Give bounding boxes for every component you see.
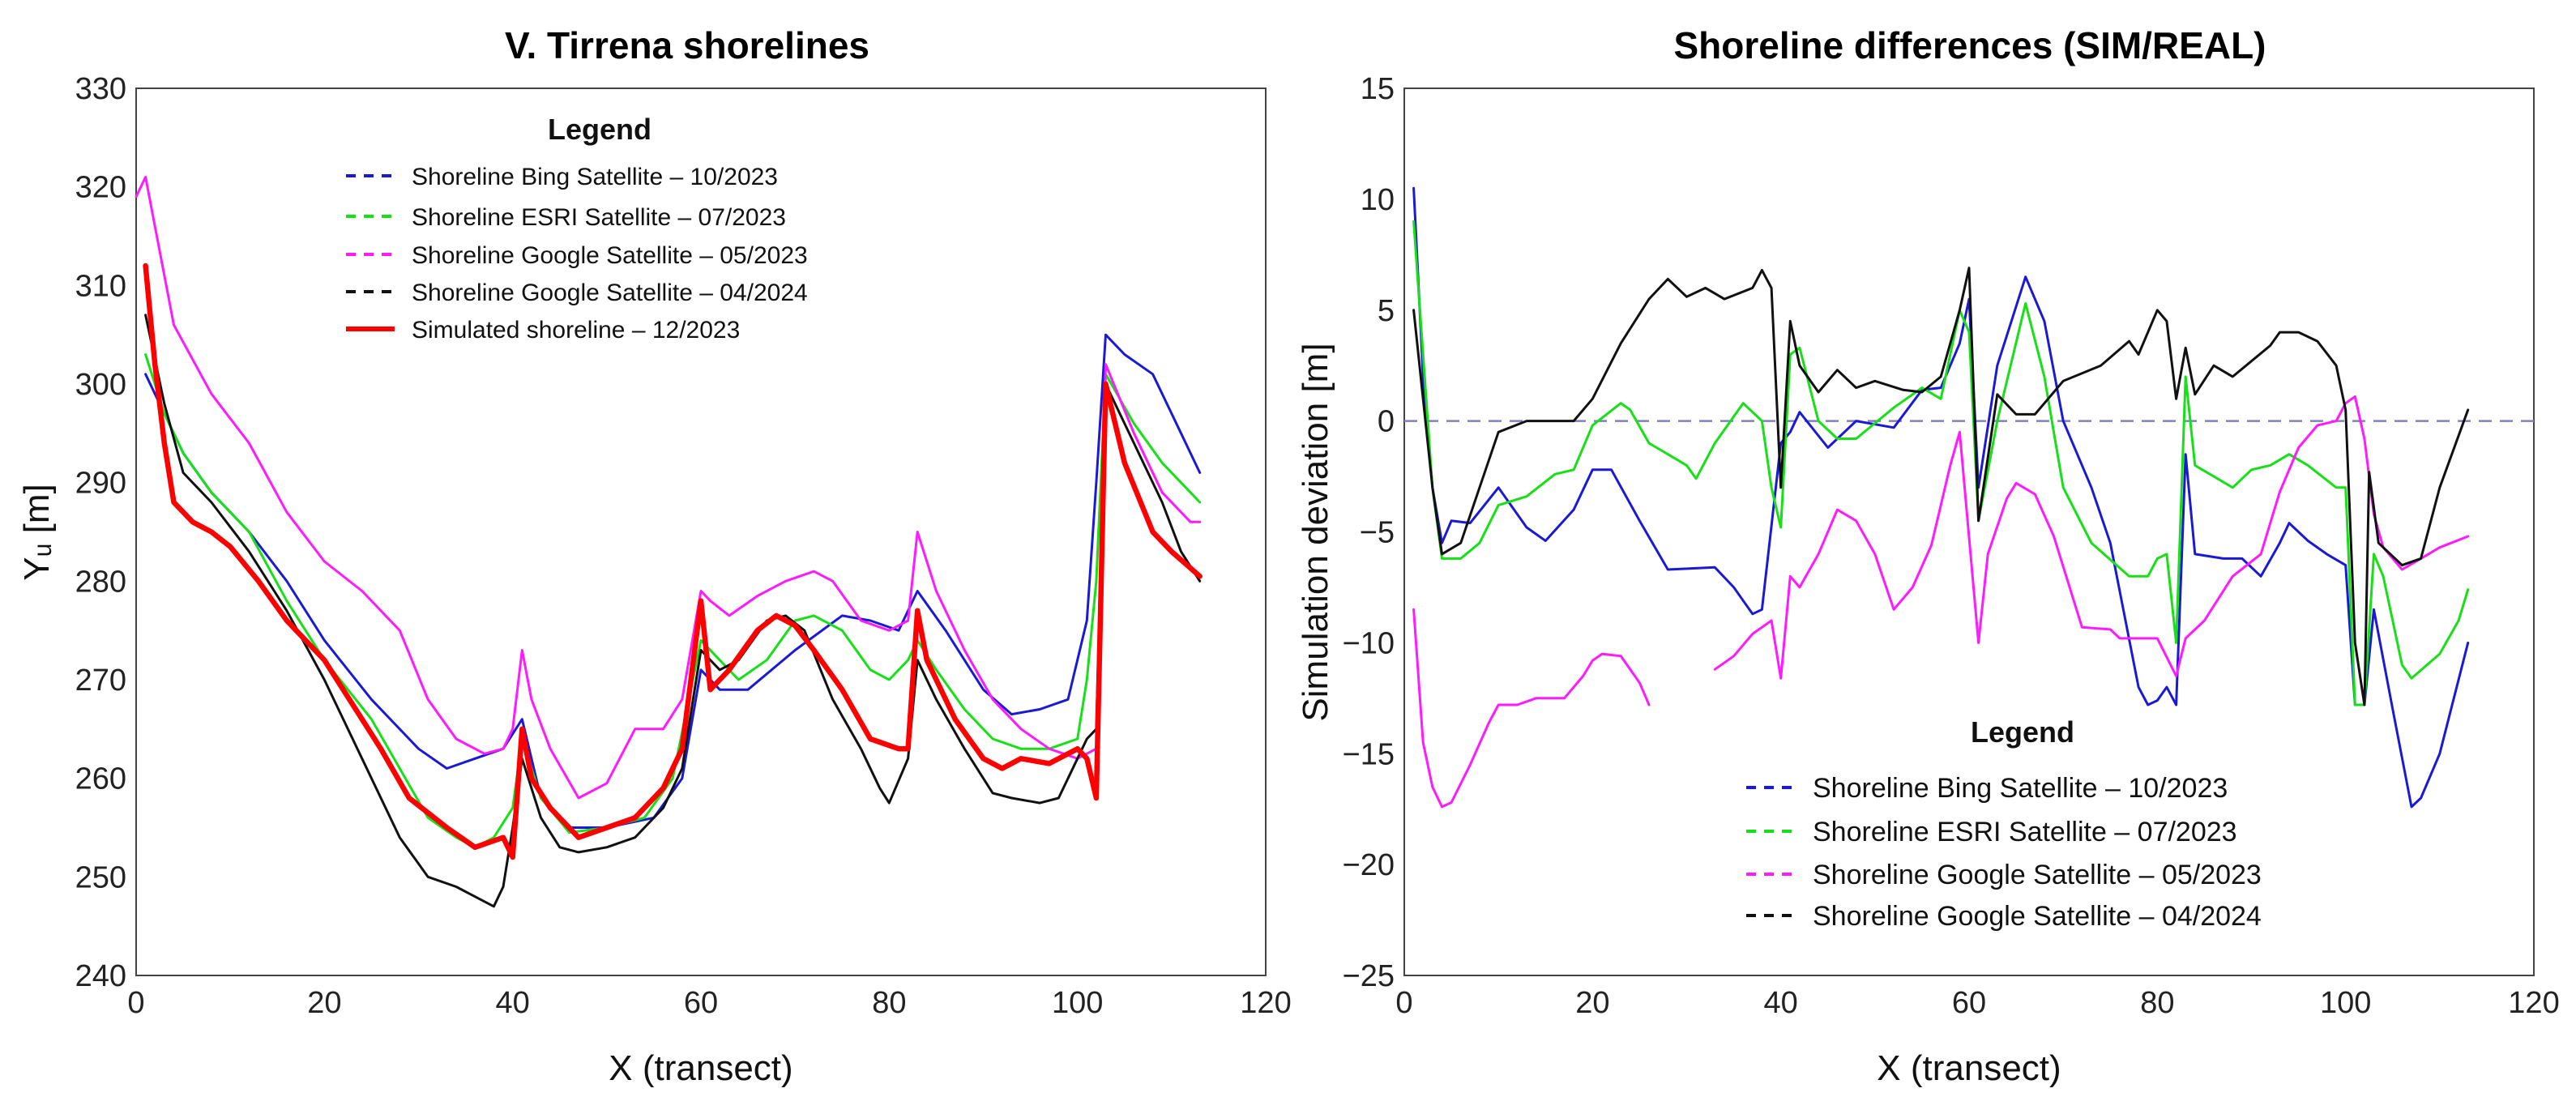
- legend-item-google-2024: Shoreline Google Satellite – 04/2024: [1746, 901, 2262, 932]
- series-line: [1412, 608, 1651, 809]
- x-tick-label: 80: [872, 986, 906, 1020]
- legend-item-esri: Shoreline ESRI Satellite – 07/2023: [1746, 817, 2237, 847]
- series-group: [1412, 186, 2470, 809]
- series-line: [1412, 186, 2470, 809]
- x-tick-label: 0: [127, 986, 144, 1020]
- x-axis-label: X (transect): [609, 1048, 792, 1088]
- legend-title: Legend: [1971, 715, 2074, 749]
- y-tick-label: 15: [1361, 72, 1395, 106]
- y-tick-label: 290: [75, 467, 126, 501]
- legend-label: Shoreline Google Satellite – 05/2023: [412, 242, 808, 269]
- legend: Legend Shoreline Bing Satellite – 10/202…: [346, 113, 808, 344]
- series-line: [1412, 267, 2470, 706]
- shorelines-chart: V. Tirrena shorelines 240 250 260 270 28…: [17, 24, 1292, 1088]
- x-tick-label: 40: [1764, 986, 1798, 1020]
- y-axis-label: Yᵤ [m]: [17, 484, 57, 581]
- x-tick-label: 120: [1240, 986, 1291, 1020]
- x-tick-label: 100: [2320, 986, 2371, 1020]
- legend-item-google-2023: Shoreline Google Satellite – 05/2023: [346, 242, 808, 269]
- y-tick-label: 250: [75, 860, 126, 894]
- legend: Legend Shoreline Bing Satellite – 10/202…: [1746, 715, 2262, 932]
- y-tick-label: −25: [1343, 959, 1395, 993]
- x-tick-label: 100: [1052, 986, 1103, 1020]
- x-tick-label: 60: [684, 986, 718, 1020]
- legend-label: Shoreline Google Satellite – 05/2023: [1813, 860, 2262, 890]
- series-line: [135, 176, 1202, 800]
- legend-label: Shoreline ESRI Satellite – 07/2023: [1813, 817, 2237, 847]
- plot-frame: [135, 87, 1267, 976]
- y-tick-label: −5: [1360, 516, 1395, 550]
- y-tick-label: 300: [75, 368, 126, 402]
- x-tick-label: 20: [307, 986, 341, 1020]
- legend-label: Shoreline ESRI Satellite – 07/2023: [412, 204, 786, 231]
- x-axis: 0 20 40 60 80 100 120: [127, 986, 1291, 1020]
- y-tick-label: −10: [1343, 626, 1395, 660]
- series-line: [1412, 220, 2470, 706]
- legend-item-bing: Shoreline Bing Satellite – 10/2023: [346, 164, 778, 190]
- y-tick-label: 5: [1378, 294, 1395, 328]
- legend-label: Shoreline Bing Satellite – 10/2023: [412, 164, 778, 190]
- x-tick-label: 120: [2508, 986, 2559, 1020]
- legend-label: Shoreline Google Satellite – 04/2024: [412, 280, 808, 306]
- y-tick-label: −20: [1343, 848, 1395, 882]
- legend-label: Shoreline Bing Satellite – 10/2023: [1813, 773, 2228, 804]
- x-tick-label: 60: [1952, 986, 1986, 1020]
- legend-title: Legend: [548, 113, 651, 146]
- y-tick-label: 320: [75, 171, 126, 205]
- legend-item-google-2024: Shoreline Google Satellite – 04/2024: [346, 280, 808, 306]
- y-axis-label: Simulation deviation [m]: [1296, 343, 1335, 721]
- legend-item-simulated: Simulated shoreline – 12/2023: [346, 317, 740, 344]
- legend-item-esri: Shoreline ESRI Satellite – 07/2023: [346, 204, 786, 231]
- y-tick-label: −15: [1343, 737, 1395, 771]
- y-tick-label: 310: [75, 269, 126, 303]
- legend-item-bing: Shoreline Bing Satellite – 10/2023: [1746, 773, 2228, 804]
- legend-item-google-2023: Shoreline Google Satellite – 05/2023: [1746, 860, 2262, 890]
- x-tick-label: 0: [1395, 986, 1412, 1020]
- y-tick-label: 330: [75, 72, 126, 106]
- y-tick-label: 260: [75, 762, 126, 796]
- series-line: [143, 262, 1203, 860]
- y-tick-label: 10: [1361, 183, 1395, 217]
- y-tick-label: 0: [1378, 405, 1395, 439]
- legend-label: Shoreline Google Satellite – 04/2024: [1813, 901, 2262, 932]
- y-tick-label: 270: [75, 664, 126, 698]
- y-tick-label: 280: [75, 565, 126, 599]
- y-axis: 240 250 260 270 280 290 300 310 320 330: [75, 72, 126, 993]
- chart-title: V. Tirrena shorelines: [505, 24, 869, 66]
- x-tick-label: 40: [496, 986, 530, 1020]
- y-axis: 15 10 5 0 −5 −10 −15 −20 −25: [1343, 72, 1395, 993]
- x-tick-label: 20: [1575, 986, 1609, 1020]
- y-tick-label: 240: [75, 959, 126, 993]
- x-tick-label: 80: [2140, 986, 2174, 1020]
- series-group: [135, 176, 1203, 908]
- chart-title: Shoreline differences (SIM/REAL): [1673, 24, 2266, 66]
- differences-chart: Shoreline differences (SIM/REAL) 15 10 5…: [1296, 24, 2560, 1088]
- series-line: [1713, 395, 2470, 680]
- x-axis: 0 20 40 60 80 100 120: [1395, 986, 2559, 1020]
- x-axis-label: X (transect): [1877, 1048, 2061, 1088]
- series-line: [144, 314, 1202, 908]
- legend-label: Simulated shoreline – 12/2023: [412, 317, 740, 344]
